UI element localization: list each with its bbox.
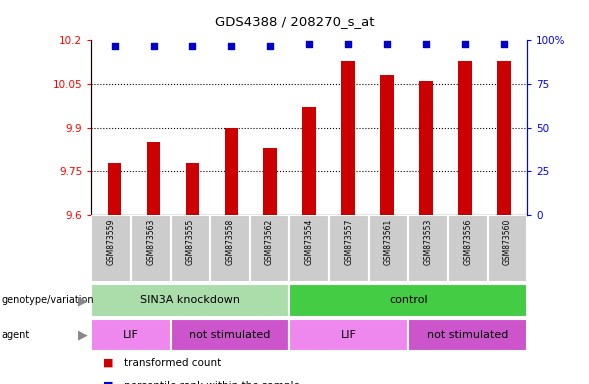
Point	[343, 41, 353, 47]
Text: GSM873555: GSM873555	[186, 218, 195, 265]
Point	[460, 41, 469, 47]
Bar	[369, 215, 408, 282]
Bar	[210, 215, 250, 282]
Bar	[329, 215, 369, 282]
Bar	[289, 284, 527, 317]
Text: LIF: LIF	[123, 330, 139, 340]
Text: LIF: LIF	[341, 330, 357, 340]
Text: transformed count: transformed count	[124, 358, 221, 368]
Text: GSM873561: GSM873561	[384, 218, 393, 265]
Text: ■: ■	[103, 358, 114, 368]
Text: GSM873563: GSM873563	[146, 218, 155, 265]
Text: SIN3A knockdown: SIN3A knockdown	[140, 295, 240, 306]
Bar	[289, 319, 408, 351]
Text: ■: ■	[103, 381, 114, 384]
Bar	[408, 215, 448, 282]
Text: ▶: ▶	[78, 294, 87, 307]
Bar	[91, 319, 171, 351]
Bar	[224, 127, 238, 215]
Bar	[186, 163, 199, 215]
Bar	[289, 215, 329, 282]
Point	[110, 43, 120, 49]
Bar	[302, 107, 316, 215]
Point	[421, 41, 431, 47]
Bar	[419, 81, 433, 215]
Text: percentile rank within the sample: percentile rank within the sample	[124, 381, 300, 384]
Text: not stimulated: not stimulated	[189, 330, 271, 340]
Bar	[342, 61, 355, 215]
Text: GDS4388 / 208270_s_at: GDS4388 / 208270_s_at	[215, 15, 374, 28]
Bar	[91, 215, 131, 282]
Text: not stimulated: not stimulated	[427, 330, 508, 340]
Bar	[91, 284, 289, 317]
Bar	[263, 148, 277, 215]
Text: GSM873554: GSM873554	[305, 218, 314, 265]
Bar	[171, 319, 289, 351]
Text: ▶: ▶	[78, 329, 87, 341]
Text: control: control	[389, 295, 428, 306]
Point	[499, 41, 508, 47]
Bar	[131, 215, 171, 282]
Text: GSM873558: GSM873558	[226, 218, 234, 265]
Text: GSM873557: GSM873557	[345, 218, 353, 265]
Bar	[108, 163, 121, 215]
Point	[188, 43, 197, 49]
Bar	[488, 215, 527, 282]
Point	[149, 43, 158, 49]
Text: GSM873562: GSM873562	[265, 218, 274, 265]
Bar	[380, 75, 394, 215]
Bar	[250, 215, 289, 282]
Point	[382, 41, 392, 47]
Text: genotype/variation: genotype/variation	[2, 295, 94, 306]
Text: agent: agent	[2, 330, 30, 340]
Bar	[497, 61, 511, 215]
Bar	[458, 61, 472, 215]
Point	[305, 41, 314, 47]
Text: GSM873559: GSM873559	[107, 218, 115, 265]
Point	[227, 43, 236, 49]
Bar	[448, 215, 488, 282]
Bar	[147, 142, 160, 215]
Text: GSM873553: GSM873553	[423, 218, 432, 265]
Bar	[408, 319, 527, 351]
Point	[266, 43, 275, 49]
Text: GSM873556: GSM873556	[463, 218, 472, 265]
Text: GSM873560: GSM873560	[503, 218, 512, 265]
Bar	[171, 215, 210, 282]
